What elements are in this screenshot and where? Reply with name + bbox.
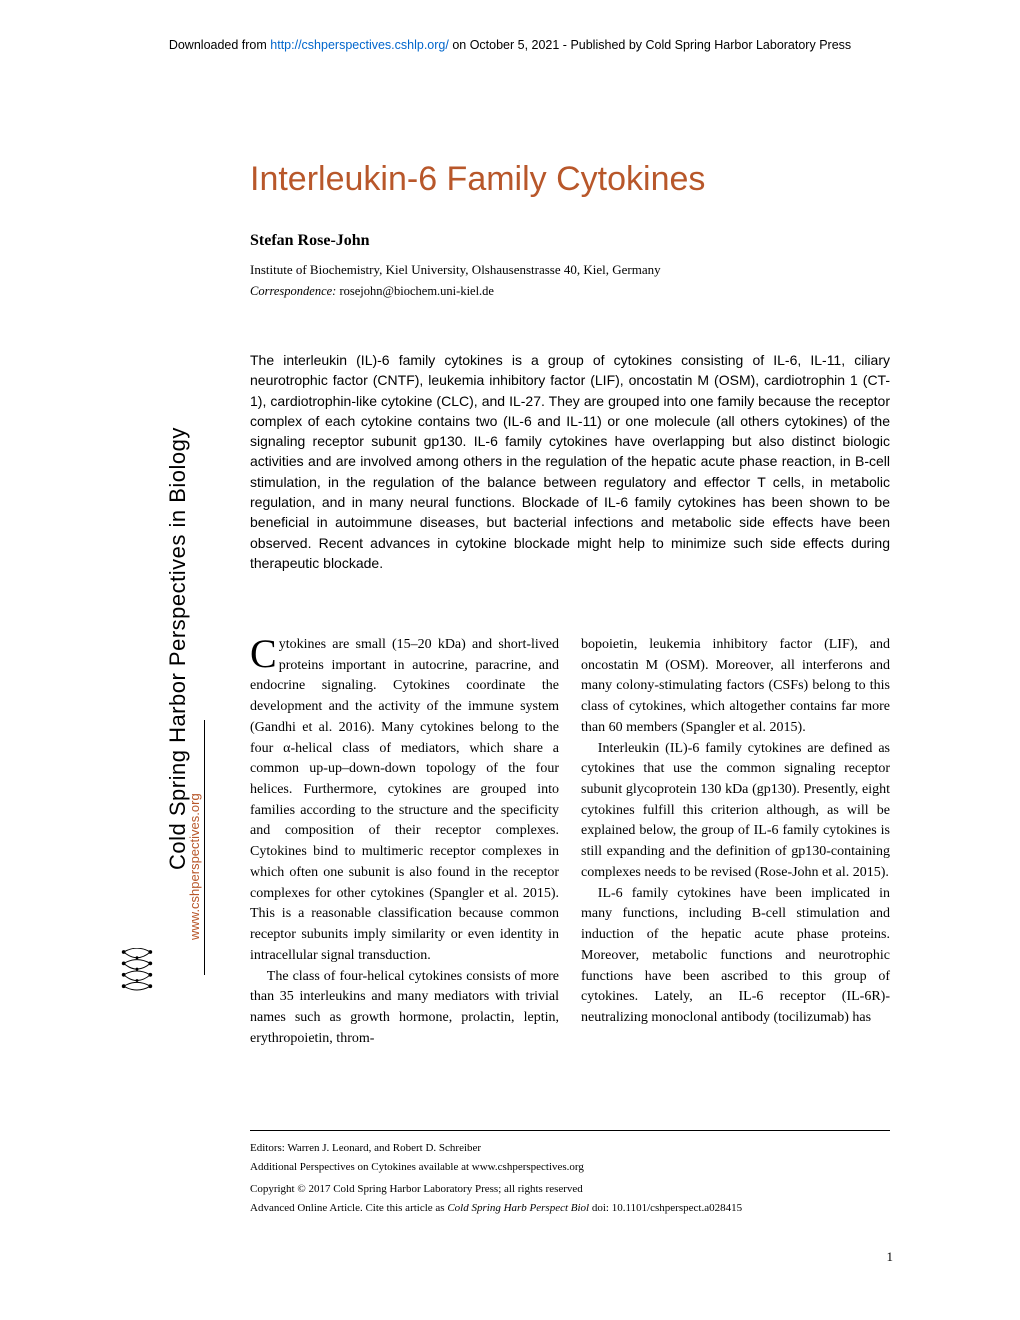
footer-rule	[250, 1130, 890, 1131]
footer-editors: Editors: Warren J. Leonard, and Robert D…	[250, 1140, 890, 1157]
footer-block: Editors: Warren J. Leonard, and Robert D…	[250, 1140, 890, 1218]
author-affiliation: Institute of Biochemistry, Kiel Universi…	[250, 262, 661, 278]
cite-prefix: Advanced Online Article. Cite this artic…	[250, 1202, 447, 1214]
download-banner: Downloaded from http://cshperspectives.c…	[120, 38, 900, 52]
dropcap: C	[250, 635, 279, 670]
page-number: 1	[887, 1249, 894, 1265]
csh-logo	[118, 948, 160, 1008]
body-columns: Cytokines are small (15–20 kDa) and shor…	[250, 635, 890, 1049]
body-column-left: Cytokines are small (15–20 kDa) and shor…	[250, 635, 559, 1049]
correspondence-email: rosejohn@biochem.uni-kiel.de	[339, 284, 494, 298]
sidebar-url[interactable]: www.cshperspectives.org	[187, 793, 202, 940]
banner-link[interactable]: http://cshperspectives.cshlp.org/	[270, 38, 449, 52]
cite-journal: Cold Spring Harb Perspect Biol	[447, 1202, 589, 1214]
banner-suffix: on October 5, 2021 - Published by Cold S…	[449, 38, 851, 52]
banner-prefix: Downloaded from	[169, 38, 270, 52]
dna-helix-icon	[118, 948, 156, 994]
footer-cite: Advanced Online Article. Cite this artic…	[250, 1200, 890, 1217]
correspondence-line: Correspondence: rosejohn@biochem.uni-kie…	[250, 284, 494, 299]
body-p5: IL-6 family cytokines have been implicat…	[581, 884, 890, 1029]
body-p1: Cytokines are small (15–20 kDa) and shor…	[250, 635, 559, 967]
body-p1-text: ytokines are small (15–20 kDa) and short…	[250, 637, 559, 963]
abstract-text: The interleukin (IL)-6 family cytokines …	[250, 350, 890, 573]
author-name: Stefan Rose-John	[250, 232, 370, 250]
footer-additional: Additional Perspectives on Cytokines ava…	[250, 1159, 890, 1176]
sidebar-divider	[204, 720, 205, 975]
cite-suffix: doi: 10.1101/cshperspect.a028415	[589, 1202, 742, 1214]
correspondence-label: Correspondence:	[250, 284, 336, 298]
article-title: Interleukin-6 Family Cytokines	[250, 160, 705, 199]
footer-copyright: Copyright © 2017 Cold Spring Harbor Labo…	[250, 1181, 890, 1198]
body-p2: The class of four-helical cytokines cons…	[250, 967, 559, 1050]
body-column-right: bopoietin, leukemia inhibitory factor (L…	[581, 635, 890, 1049]
body-p4: Interleukin (IL)-6 family cytokines are …	[581, 739, 890, 884]
body-p3: bopoietin, leukemia inhibitory factor (L…	[581, 635, 890, 739]
